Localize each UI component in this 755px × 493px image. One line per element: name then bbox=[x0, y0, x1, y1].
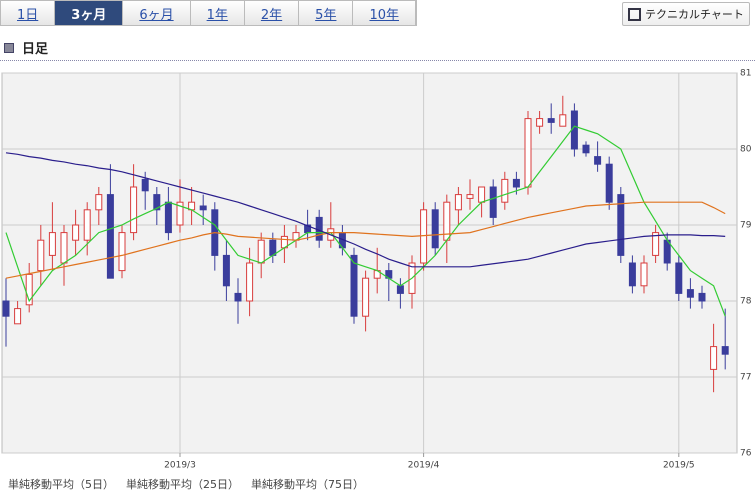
candle-body bbox=[454, 194, 462, 211]
moving-average-line bbox=[5, 125, 726, 317]
moving-average-line bbox=[5, 201, 726, 279]
x-tick-label: 2019/4 bbox=[408, 461, 440, 471]
candle-body bbox=[594, 156, 602, 165]
legend-entry: 単純移動平均（75日） bbox=[251, 477, 364, 491]
candle-body bbox=[512, 178, 520, 188]
candle-body bbox=[315, 216, 323, 241]
candle-body bbox=[582, 144, 590, 154]
candle-body bbox=[501, 178, 509, 203]
section-heading: 日足 bbox=[4, 38, 48, 57]
legend-entry: 単純移動平均（25日） bbox=[126, 477, 239, 491]
candle-body bbox=[605, 163, 613, 203]
candle-body bbox=[72, 224, 80, 241]
candle-body bbox=[25, 273, 33, 306]
candle-body bbox=[246, 262, 254, 302]
x-tick-label: 2019/5 bbox=[663, 461, 695, 471]
candle-body bbox=[362, 277, 370, 317]
candle-body bbox=[466, 194, 474, 199]
candle-body bbox=[350, 254, 358, 317]
candle-body bbox=[617, 194, 625, 256]
tab[interactable]: 1年 bbox=[190, 1, 245, 25]
candle-body bbox=[478, 186, 486, 203]
candle-body bbox=[652, 232, 660, 256]
candle-body bbox=[420, 209, 428, 264]
candle-body bbox=[431, 209, 439, 249]
candle-body bbox=[489, 186, 497, 218]
candle-body bbox=[698, 292, 706, 302]
moving-average-line bbox=[5, 152, 726, 268]
candle-body bbox=[2, 300, 10, 317]
candle-body bbox=[130, 186, 138, 234]
legend-entry: 単純移動平均（5日） bbox=[8, 477, 114, 491]
y-tick-label: 78 bbox=[740, 297, 752, 307]
candle-body bbox=[153, 194, 161, 211]
button-label[interactable]: テクニカルチャート bbox=[645, 8, 744, 21]
y-tick-label: 76 bbox=[740, 449, 752, 459]
divider bbox=[0, 60, 755, 61]
tab[interactable]: 1日 bbox=[1, 1, 56, 25]
candle-body bbox=[199, 205, 207, 211]
candle-body bbox=[222, 254, 230, 287]
candle-body bbox=[396, 285, 404, 294]
candle-body bbox=[547, 118, 555, 123]
candle-body bbox=[60, 232, 68, 264]
y-tick-label: 80 bbox=[740, 145, 752, 155]
candle-body bbox=[14, 308, 22, 325]
candle-body bbox=[83, 209, 91, 241]
candle-body bbox=[118, 232, 126, 272]
candle-body bbox=[234, 292, 242, 302]
candle-body bbox=[721, 346, 729, 355]
tab[interactable]: 6ヶ月 bbox=[123, 1, 191, 25]
candle-body bbox=[628, 262, 636, 287]
section-title: 日足 bbox=[22, 42, 49, 57]
icon bbox=[628, 7, 642, 21]
candle-body bbox=[95, 194, 103, 211]
candle-body bbox=[640, 262, 648, 287]
candle-body bbox=[48, 232, 56, 256]
technical-chart-button[interactable]: テクニカルチャート bbox=[622, 2, 750, 26]
y-tick-label: 79 bbox=[740, 221, 752, 231]
y-tick-label: 77 bbox=[740, 373, 751, 383]
tab[interactable]: 2年 bbox=[244, 1, 300, 25]
x-tick-label: 2019/3 bbox=[164, 461, 196, 471]
candle-body bbox=[686, 289, 694, 298]
tab[interactable]: 5年 bbox=[299, 1, 354, 25]
tab[interactable]: 10年 bbox=[353, 1, 416, 25]
candle-body bbox=[176, 201, 184, 226]
candle-body bbox=[559, 114, 567, 127]
candle-body bbox=[269, 239, 277, 256]
candle-body bbox=[710, 346, 718, 370]
tab-bar: 1日 3ヶ月 6ヶ月 1年 2年 5年 10年 bbox=[0, 0, 417, 26]
candle-body bbox=[536, 118, 544, 127]
candle-body bbox=[106, 194, 114, 279]
candle-body bbox=[141, 178, 149, 192]
y-tick-label: 81 bbox=[740, 69, 751, 79]
candle-body bbox=[164, 201, 172, 234]
candle-body bbox=[570, 110, 578, 150]
candle-body bbox=[37, 239, 45, 272]
tab[interactable]: 3ヶ月 bbox=[55, 1, 124, 25]
icon bbox=[4, 42, 14, 53]
candle-body bbox=[524, 118, 532, 188]
candle-body bbox=[675, 262, 683, 294]
candle-body bbox=[257, 239, 265, 264]
